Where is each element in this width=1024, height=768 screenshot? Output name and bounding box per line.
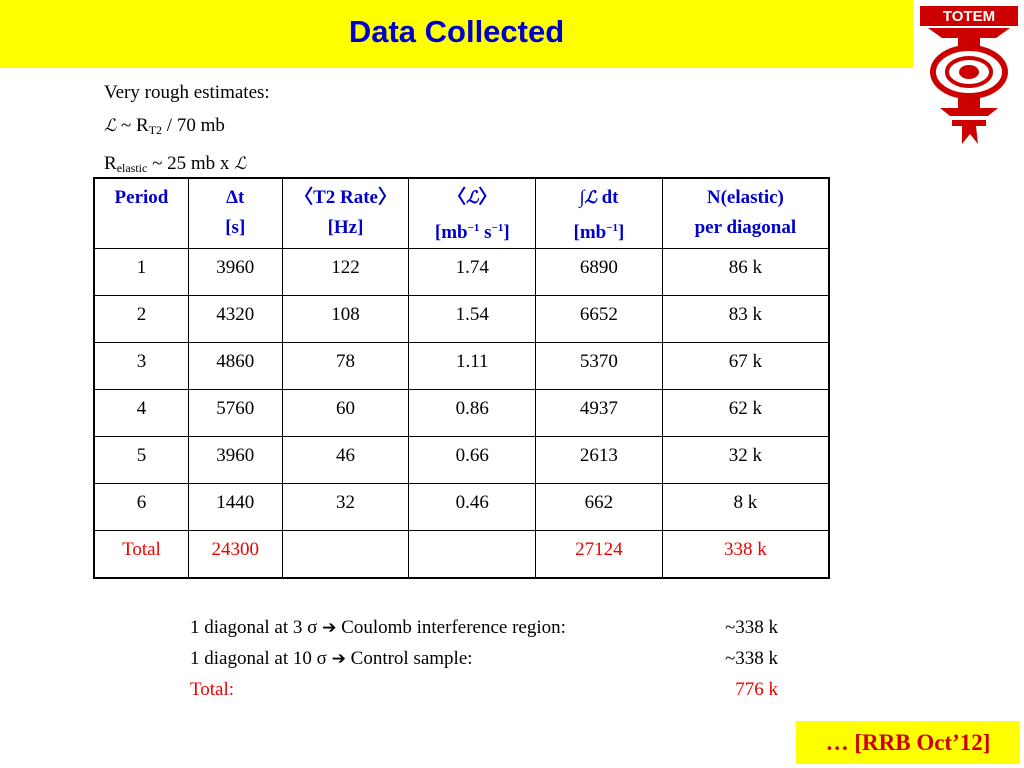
- header-t2-rate: 〈T2 Rate〉 [Hz]: [281, 177, 410, 249]
- table-row: 5 3960 46 0.66 2613 32 k: [93, 436, 830, 484]
- total-label: Total: [93, 530, 189, 579]
- table-header-row: Period Δt [s] 〈T2 Rate〉 [Hz] 〈ℒ〉 [mb−1 s−1]…: [93, 177, 830, 249]
- cell-duration: 3960: [187, 436, 283, 484]
- reference-label: … [RRB Oct’12]: [796, 721, 1020, 764]
- coulomb-value: ~338 k: [724, 617, 778, 638]
- arrow-icon: ➔: [322, 618, 337, 638]
- cell-n-elastic: 32 k: [661, 436, 830, 484]
- cell-luminosity: 1.54: [408, 295, 537, 343]
- table-row: 2 4320 108 1.54 6652 83 k: [93, 295, 830, 343]
- notes-line-2: ℒ ~ RT2 / 70 mb: [104, 115, 225, 137]
- data-table: Period Δt [s] 〈T2 Rate〉 [Hz] 〈ℒ〉 [mb−1 s−1]…: [93, 177, 830, 579]
- cell-rate: 122: [281, 248, 410, 296]
- arrow-icon: ➔: [331, 649, 346, 669]
- cell-luminosity: 0.86: [408, 389, 537, 437]
- cell-duration: 5760: [187, 389, 283, 437]
- cell-n-elastic: 86 k: [661, 248, 830, 296]
- summary-line-coulomb: 1 diagonal at 3 σ ➔ Coulomb interference…: [190, 612, 810, 643]
- cell-n-elastic: 62 k: [661, 389, 830, 437]
- cell-integrated: 4937: [535, 389, 663, 437]
- cell-period: 2: [93, 295, 189, 343]
- header-luminosity: 〈ℒ〉 [mb−1 s−1]: [408, 177, 537, 249]
- notes-line-1: Very rough estimates:: [104, 82, 270, 103]
- cell-duration: 4320: [187, 295, 283, 343]
- cell-luminosity: 0.66: [408, 436, 537, 484]
- cell-rate: 32: [281, 483, 410, 531]
- luminosity-symbol: ℒ: [234, 154, 247, 174]
- title-bar: [0, 0, 913, 68]
- cell-integrated: 5370: [535, 342, 663, 390]
- summary-total-value: 776 k: [735, 679, 778, 700]
- table-total-row: Total 24300 27124 338 k: [93, 530, 830, 579]
- cell-period: 4: [93, 389, 189, 437]
- header-n-elastic: N(elastic) per diagonal: [661, 177, 830, 249]
- summary-line-control: 1 diagonal at 10 σ ➔ Control sample: ~33…: [190, 643, 810, 674]
- header-integrated-luminosity: ∫ℒ dt [mb−1]: [535, 177, 663, 249]
- cell-integrated: 6652: [535, 295, 663, 343]
- total-n-elastic: 338 k: [661, 530, 830, 579]
- cell-period: 1: [93, 248, 189, 296]
- control-value: ~338 k: [724, 648, 778, 669]
- summary-total-label: Total:: [190, 679, 235, 700]
- table-row: 1 3960 122 1.74 6890 86 k: [93, 248, 830, 296]
- logo-text: TOTEM: [943, 8, 995, 25]
- totem-logo: TOTEM: [920, 6, 1018, 144]
- cell-rate: 60: [281, 389, 410, 437]
- cell-integrated: 662: [535, 483, 663, 531]
- summary-line-total: Total: 776 k: [190, 674, 810, 705]
- cell-rate: 46: [281, 436, 410, 484]
- cell-period: 3: [93, 342, 189, 390]
- cell-duration: 1440: [187, 483, 283, 531]
- table-row: 3 4860 78 1.11 5370 67 k: [93, 342, 830, 390]
- page-title: Data Collected: [348, 14, 565, 49]
- cell-period: 5: [93, 436, 189, 484]
- luminosity-symbol: ℒ: [104, 116, 117, 136]
- cell-luminosity: 0.46: [408, 483, 537, 531]
- header-duration: Δt [s]: [187, 177, 283, 249]
- cell-period: 6: [93, 483, 189, 531]
- estimate-notes: Very rough estimates: ℒ ~ RT2 / 70 mb Re…: [104, 76, 270, 185]
- notes-line-3: Relastic ~ 25 mb x ℒ: [104, 153, 247, 175]
- summary-block: 1 diagonal at 3 σ ➔ Coulomb interference…: [190, 612, 810, 705]
- cell-rate: 108: [281, 295, 410, 343]
- cell-integrated: 6890: [535, 248, 663, 296]
- cell-duration: 4860: [187, 342, 283, 390]
- cell-duration: 3960: [187, 248, 283, 296]
- total-luminosity: [408, 530, 537, 579]
- table-row: 6 1440 32 0.46 662 8 k: [93, 483, 830, 531]
- total-integrated: 27124: [535, 530, 663, 579]
- total-duration: 24300: [187, 530, 283, 579]
- header-period: Period: [93, 177, 189, 249]
- cell-n-elastic: 8 k: [661, 483, 830, 531]
- cell-n-elastic: 67 k: [661, 342, 830, 390]
- cell-n-elastic: 83 k: [661, 295, 830, 343]
- cell-rate: 78: [281, 342, 410, 390]
- table-row: 4 5760 60 0.86 4937 62 k: [93, 389, 830, 437]
- cell-luminosity: 1.11: [408, 342, 537, 390]
- total-rate: [281, 530, 410, 579]
- cell-integrated: 2613: [535, 436, 663, 484]
- cell-luminosity: 1.74: [408, 248, 537, 296]
